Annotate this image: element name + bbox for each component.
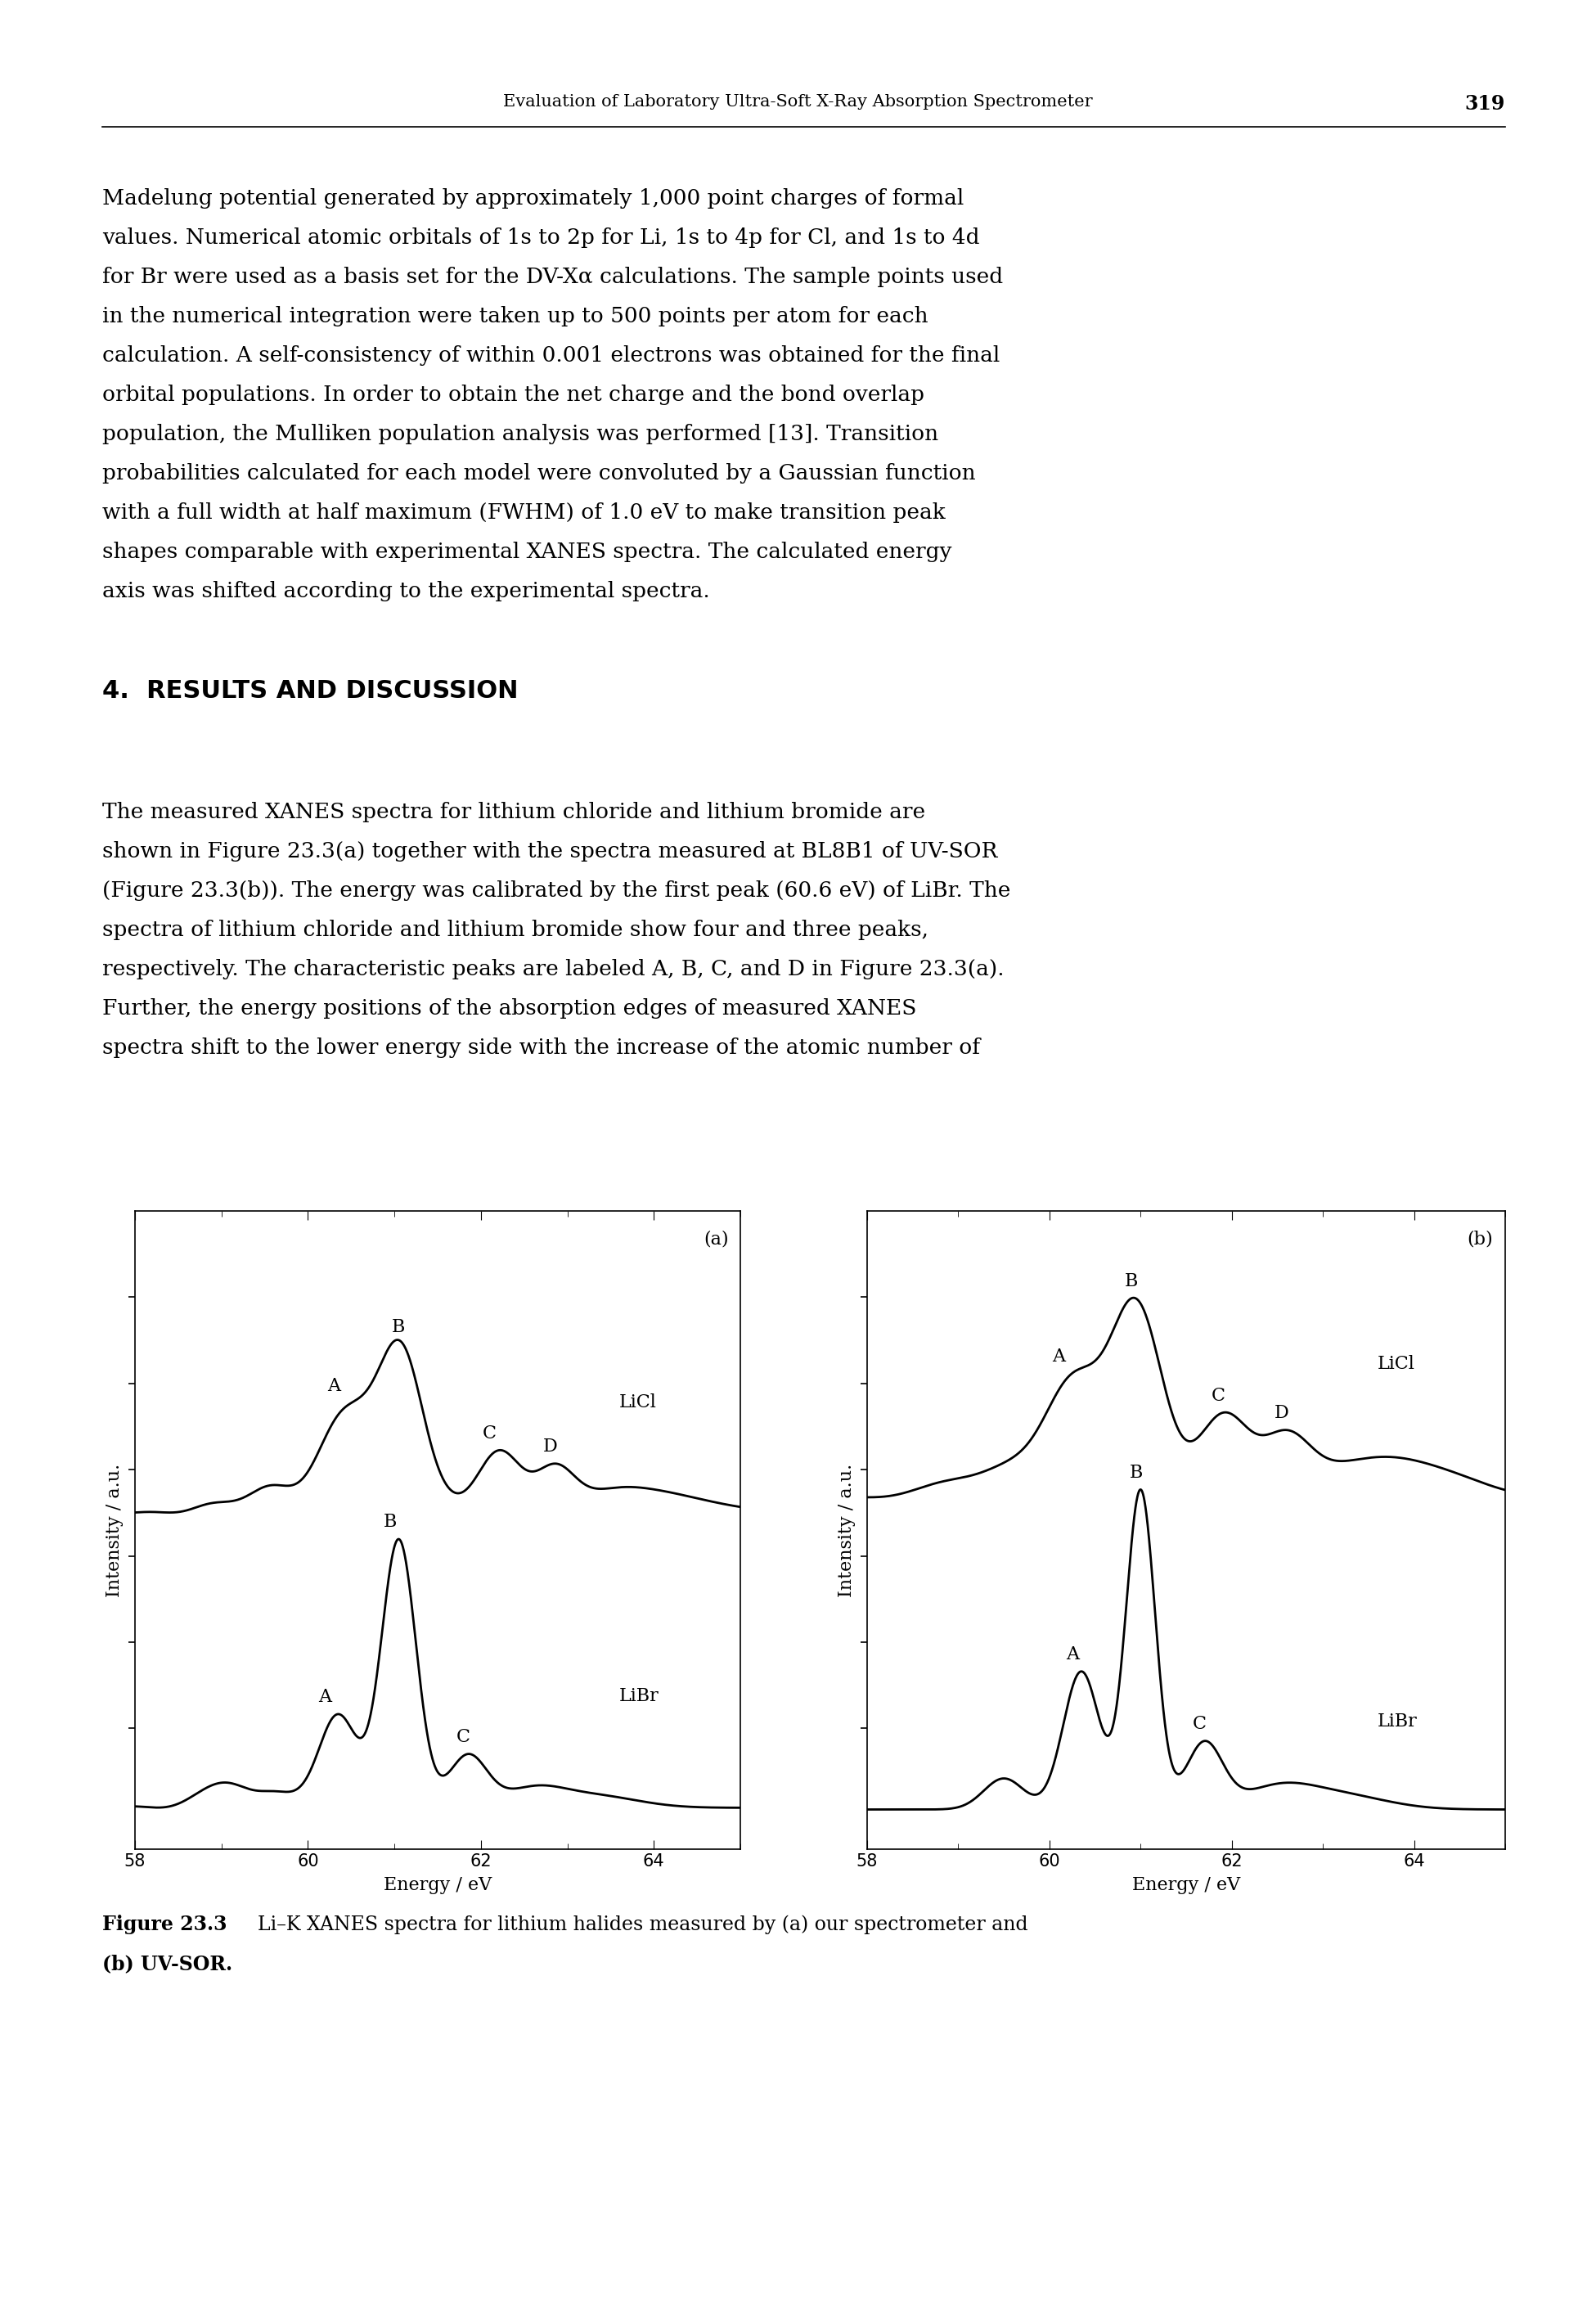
- Text: B: B: [393, 1319, 405, 1335]
- Text: B: B: [1130, 1463, 1143, 1481]
- Text: shapes comparable with experimental XANES spectra. The calculated energy: shapes comparable with experimental XANE…: [102, 542, 951, 561]
- Text: in the numerical integration were taken up to 500 points per atom for each: in the numerical integration were taken …: [102, 306, 929, 327]
- Text: with a full width at half maximum (FWHM) of 1.0 eV to make transition peak: with a full width at half maximum (FWHM)…: [102, 503, 945, 524]
- X-axis label: Energy / eV: Energy / eV: [383, 1875, 492, 1894]
- Text: D: D: [1275, 1405, 1290, 1421]
- Text: axis was shifted according to the experimental spectra.: axis was shifted according to the experi…: [102, 582, 710, 600]
- Text: A: A: [319, 1688, 332, 1706]
- Text: spectra of lithium chloride and lithium bromide show four and three peaks,: spectra of lithium chloride and lithium …: [102, 920, 929, 941]
- Text: LiBr: LiBr: [1377, 1713, 1417, 1732]
- Text: probabilities calculated for each model were convoluted by a Gaussian function: probabilities calculated for each model …: [102, 464, 975, 484]
- Text: (Figure 23.3(b)). The energy was calibrated by the first peak (60.6 eV) of LiBr.: (Figure 23.3(b)). The energy was calibra…: [102, 881, 1010, 902]
- Text: A: A: [1066, 1646, 1079, 1664]
- Text: 4.  RESULTS AND DISCUSSION: 4. RESULTS AND DISCUSSION: [102, 679, 519, 702]
- Text: orbital populations. In order to obtain the net charge and the bond overlap: orbital populations. In order to obtain …: [102, 385, 924, 406]
- Text: calculation. A self-consistency of within 0.001 electrons was obtained for the f: calculation. A self-consistency of withi…: [102, 345, 999, 366]
- Text: Figure 23.3: Figure 23.3: [102, 1915, 227, 1933]
- Text: (b) UV-SOR.: (b) UV-SOR.: [102, 1954, 233, 1973]
- Text: C: C: [1192, 1715, 1207, 1734]
- Text: Li–K XANES spectra for lithium halides measured by (a) our spectrometer and: Li–K XANES spectra for lithium halides m…: [246, 1915, 1028, 1933]
- Text: spectra shift to the lower energy side with the increase of the atomic number of: spectra shift to the lower energy side w…: [102, 1038, 980, 1057]
- Text: B: B: [383, 1514, 397, 1532]
- Y-axis label: Intensity / a.u.: Intensity / a.u.: [838, 1463, 855, 1597]
- Text: C: C: [456, 1727, 471, 1745]
- Text: Madelung potential generated by approximately 1,000 point charges of formal: Madelung potential generated by approxim…: [102, 188, 964, 209]
- Text: LiBr: LiBr: [619, 1688, 659, 1706]
- Text: C: C: [482, 1423, 496, 1442]
- Text: LiCl: LiCl: [619, 1393, 658, 1412]
- Text: respectively. The characteristic peaks are labeled A, B, C, and D in Figure 23.3: respectively. The characteristic peaks a…: [102, 960, 1004, 981]
- Text: Evaluation of Laboratory Ultra-Soft X-Ray Absorption Spectrometer: Evaluation of Laboratory Ultra-Soft X-Ra…: [503, 95, 1093, 109]
- Text: C: C: [1211, 1386, 1226, 1405]
- Text: population, the Mulliken population analysis was performed [13]. Transition: population, the Mulliken population anal…: [102, 424, 938, 445]
- X-axis label: Energy / eV: Energy / eV: [1132, 1875, 1240, 1894]
- Text: 319: 319: [1465, 95, 1505, 114]
- Text: (b): (b): [1467, 1231, 1492, 1247]
- Text: LiCl: LiCl: [1377, 1356, 1416, 1372]
- Text: (a): (a): [704, 1231, 729, 1247]
- Text: for Br were used as a basis set for the DV-Xα calculations. The sample points us: for Br were used as a basis set for the …: [102, 267, 1002, 287]
- Text: A: A: [1052, 1347, 1065, 1365]
- Text: shown in Figure 23.3(a) together with the spectra measured at BL8B1 of UV-SOR: shown in Figure 23.3(a) together with th…: [102, 841, 997, 862]
- Text: values. Numerical atomic orbitals of 1s to 2p for Li, 1s to 4p for Cl, and 1s to: values. Numerical atomic orbitals of 1s …: [102, 227, 980, 248]
- Text: The measured XANES spectra for lithium chloride and lithium bromide are: The measured XANES spectra for lithium c…: [102, 802, 926, 823]
- Text: B: B: [1125, 1273, 1138, 1291]
- Text: A: A: [327, 1377, 340, 1395]
- Text: D: D: [543, 1437, 557, 1456]
- Text: Further, the energy positions of the absorption edges of measured XANES: Further, the energy positions of the abs…: [102, 999, 916, 1018]
- Y-axis label: Intensity / a.u.: Intensity / a.u.: [105, 1463, 123, 1597]
